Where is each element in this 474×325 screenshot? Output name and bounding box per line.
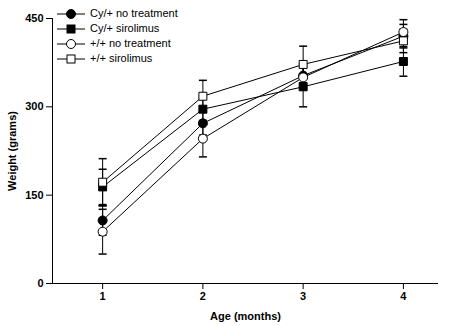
- svg-text:1: 1: [100, 290, 106, 302]
- svg-text:0: 0: [37, 277, 43, 289]
- svg-text:300: 300: [25, 100, 43, 112]
- svg-text:4: 4: [400, 290, 407, 302]
- svg-text:3: 3: [300, 290, 306, 302]
- svg-text:450: 450: [25, 12, 43, 24]
- html-text:+/+ sirolimus: +/+ sirolimus: [90, 52, 153, 64]
- html-text:+/+ no treatment: +/+ no treatment: [90, 37, 171, 49]
- svg-text:Weight (grams): Weight (grams): [6, 111, 18, 191]
- svg-text:150: 150: [25, 189, 43, 201]
- svg-text:Age (months): Age (months): [210, 310, 281, 322]
- html-text:Cy/+ sirolimus: Cy/+ sirolimus: [90, 22, 160, 34]
- svg-text:2: 2: [200, 290, 206, 302]
- html-text:Cy/+ no treatment: Cy/+ no treatment: [90, 7, 178, 19]
